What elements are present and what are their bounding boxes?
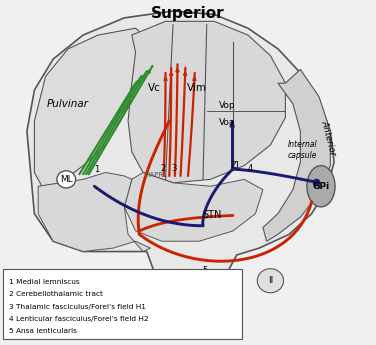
Polygon shape: [35, 28, 150, 186]
Text: Vc: Vc: [148, 83, 161, 93]
Text: STN: STN: [203, 210, 222, 220]
Text: 4: 4: [247, 164, 252, 172]
Text: RAPRL: RAPRL: [145, 172, 167, 178]
Text: Voa: Voa: [219, 118, 235, 127]
Text: II: II: [268, 276, 273, 285]
Text: ML: ML: [60, 175, 73, 184]
Text: Vop: Vop: [219, 101, 236, 110]
Circle shape: [257, 269, 284, 293]
Text: Superior: Superior: [151, 6, 225, 21]
Ellipse shape: [307, 166, 335, 207]
Text: 5 Ansa lenticularis: 5 Ansa lenticularis: [9, 328, 77, 335]
Text: Pulvinar: Pulvinar: [47, 99, 89, 109]
Text: 4 Lenticular fasciculus/Forel’s field H2: 4 Lenticular fasciculus/Forel’s field H2: [9, 316, 149, 322]
Text: Vim: Vim: [187, 83, 208, 93]
FancyBboxPatch shape: [3, 269, 242, 339]
Polygon shape: [263, 69, 331, 241]
Text: GPi: GPi: [312, 182, 329, 191]
Polygon shape: [128, 21, 285, 183]
Text: 2 Cerebellothalamic tract: 2 Cerebellothalamic tract: [9, 292, 103, 297]
Text: 5: 5: [202, 266, 208, 275]
Text: ZI: ZI: [230, 161, 239, 170]
Text: 2: 2: [160, 164, 165, 172]
Polygon shape: [124, 172, 263, 241]
Text: 3: 3: [171, 164, 176, 172]
Polygon shape: [27, 11, 334, 320]
Text: Anterior: Anterior: [320, 119, 338, 157]
Polygon shape: [38, 172, 150, 252]
Text: 1 Medial lemniscus: 1 Medial lemniscus: [9, 279, 80, 285]
Text: 3 Thalamic fasciculus/Forel’s field H1: 3 Thalamic fasciculus/Forel’s field H1: [9, 304, 146, 310]
Text: Internal
capsule: Internal capsule: [287, 140, 317, 160]
Circle shape: [57, 171, 76, 188]
Text: 1: 1: [94, 165, 99, 174]
